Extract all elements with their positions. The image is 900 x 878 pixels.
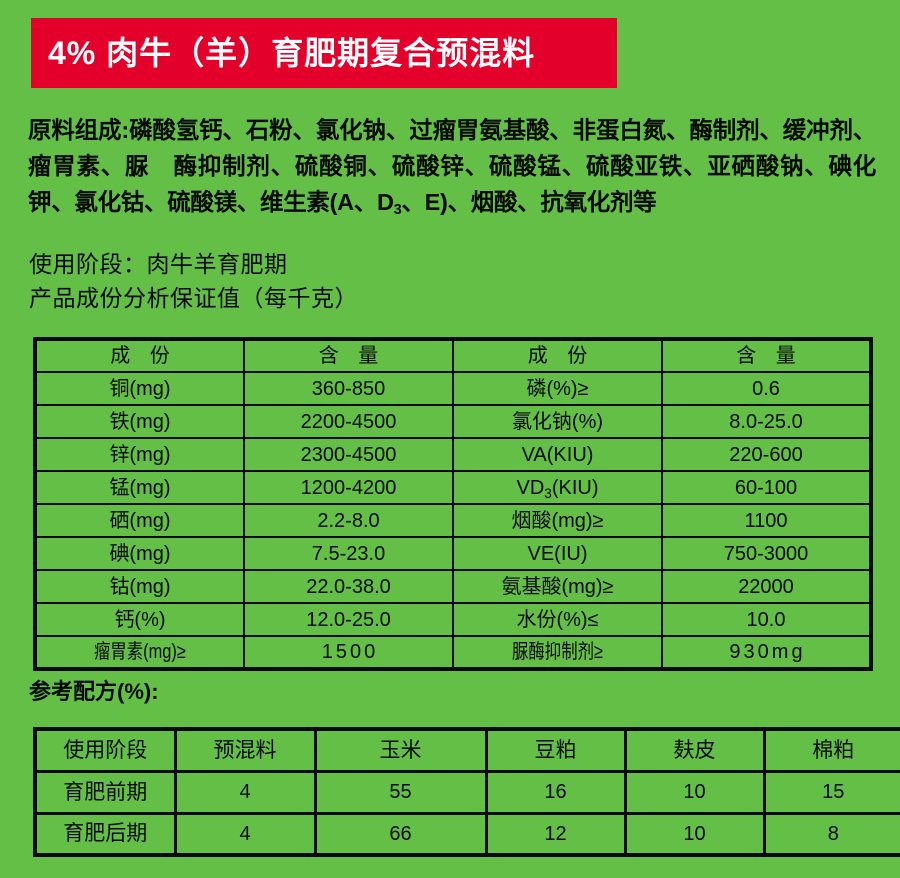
formula-cell-soybean: 16 <box>484 769 627 815</box>
page-title: 4% 肉牛（羊）育肥期复合预混料 <box>48 35 536 71</box>
cell-name-right: 磷(%)≥ <box>452 371 663 406</box>
cell-name-left: 瘤胃素(mg)≥ <box>52 635 227 670</box>
cell-name-right: 烟酸(mg)≥ <box>452 503 663 538</box>
header-component-left: 成 份 <box>34 338 245 373</box>
cell-value-left: 1200-4200 <box>243 470 454 505</box>
table-row: 碘(mg) 7.5-23.0 VE(IU) 750-3000 <box>34 536 872 571</box>
header-component-right: 成 份 <box>452 338 663 373</box>
formula-header-soybean: 豆粕 <box>484 727 627 773</box>
formula-header-premix: 预混料 <box>173 727 317 773</box>
stage-info: 使用阶段：肉牛羊育肥期 产品成份分析保证值（每千克） <box>29 247 358 315</box>
cell-value-left: 2200-4500 <box>243 404 454 439</box>
vd3-unit: (KIU) <box>551 476 599 499</box>
formula-header-cottonseed: 棉粕 <box>762 727 900 773</box>
cell-value-left: 12.0-25.0 <box>243 602 454 637</box>
table-row: 钙(%) 12.0-25.0 水份(%)≤ 10.0 <box>34 602 872 637</box>
formula-header-row: 使用阶段 预混料 玉米 豆粕 麸皮 棉粕 <box>33 727 900 773</box>
cell-value-right: 22000 <box>661 569 872 604</box>
cell-name-right: 氨基酸(mg)≥ <box>452 569 663 604</box>
cell-value-left: 360-850 <box>243 371 454 406</box>
table-row: 锰(mg) 1200-4200 VD3(KIU) 60-100 <box>34 470 872 505</box>
nutrient-table-body: 成 份 含 量 成 份 含 量 铜(mg) 360-850 磷(%)≥ 0.6 … <box>34 338 872 670</box>
vd3-prefix: VD <box>516 476 545 499</box>
formula-cell-soybean: 12 <box>484 811 627 857</box>
formula-row: 育肥后期 4 66 12 10 8 <box>33 811 900 857</box>
cell-name-left: 铜(mg) <box>34 371 245 406</box>
cell-value-right: 1100 <box>661 503 872 538</box>
header-content-left: 含 量 <box>243 338 454 373</box>
formula-cell-premix: 4 <box>173 769 317 815</box>
formula-cell-corn: 66 <box>313 811 488 857</box>
vitamin-d3-subscript: 3 <box>393 202 402 218</box>
cell-name-left: 硒(mg) <box>34 503 245 538</box>
ingredients-paragraph: 原料组成:磷酸氢钙、石粉、氯化钠、过瘤胃氨基酸、非蛋白氮、酶制剂、缓冲剂、瘤胃素… <box>28 112 876 224</box>
cell-name-right: 氯化钠(%) <box>452 404 663 439</box>
formula-header-stage: 使用阶段 <box>33 727 177 773</box>
nutrient-analysis-table: 成 份 含 量 成 份 含 量 铜(mg) 360-850 磷(%)≥ 0.6 … <box>33 337 873 671</box>
table-row: 铁(mg) 2200-4500 氯化钠(%) 8.0-25.0 <box>34 404 872 439</box>
table-row: 钴(mg) 22.0-38.0 氨基酸(mg)≥ 22000 <box>34 569 872 604</box>
formula-cell-stage: 育肥后期 <box>33 811 177 857</box>
formula-table-body: 使用阶段 预混料 玉米 豆粕 麸皮 棉粕 育肥前期 4 55 16 10 15 … <box>33 727 900 857</box>
cell-value-left: 1500 <box>243 635 454 670</box>
usage-stage-line: 使用阶段：肉牛羊育肥期 <box>29 251 288 277</box>
ingredients-text-tail: 、E)、烟酸、抗氧化剂等 <box>401 189 657 215</box>
cell-value-right: 8.0-25.0 <box>661 404 872 439</box>
formula-cell-premix: 4 <box>173 811 317 857</box>
cell-value-left: 7.5-23.0 <box>243 536 454 571</box>
table-row: 铜(mg) 360-850 磷(%)≥ 0.6 <box>34 371 872 406</box>
cell-value-right: 0.6 <box>661 371 872 406</box>
cell-name-right: 脲酶抑制剂≥ <box>470 635 645 670</box>
formula-header-corn: 玉米 <box>313 727 488 773</box>
formula-cell-cottonseed: 15 <box>762 769 900 815</box>
cell-value-right: 930mg <box>661 635 872 670</box>
reference-formula-table: 使用阶段 预混料 玉米 豆粕 麸皮 棉粕 育肥前期 4 55 16 10 15 … <box>33 727 900 857</box>
cell-name-right: 水份(%)≤ <box>452 602 663 637</box>
vd3-subscript: 3 <box>544 485 552 501</box>
cell-name-right: VD3(KIU) <box>452 470 663 505</box>
formula-cell-stage: 育肥前期 <box>33 769 177 815</box>
ingredients-text: 磷酸氢钙、石粉、氯化钠、过瘤胃氨基酸、非蛋白氮、酶制剂、缓冲剂、瘤胃素、脲 酶抑… <box>28 117 877 215</box>
formula-cell-bran: 10 <box>623 811 766 857</box>
table-row: 硒(mg) 2.2-8.0 烟酸(mg)≥ 1100 <box>34 503 872 538</box>
cell-value-left: 22.0-38.0 <box>243 569 454 604</box>
cell-value-left: 2300-4500 <box>243 437 454 472</box>
title-banner: 4% 肉牛（羊）育肥期复合预混料 <box>31 18 617 88</box>
cell-name-left: 铁(mg) <box>34 404 245 439</box>
formula-cell-corn: 55 <box>313 769 488 815</box>
cell-value-left: 2.2-8.0 <box>243 503 454 538</box>
analysis-title-line: 产品成份分析保证值（每千克） <box>29 285 358 311</box>
cell-name-left: 碘(mg) <box>34 536 245 571</box>
cell-value-right: 750-3000 <box>661 536 872 571</box>
formula-cell-bran: 10 <box>623 769 766 815</box>
header-content-right: 含 量 <box>661 338 872 373</box>
formula-heading: 参考配方(%): <box>29 679 159 704</box>
cell-name-left: 钙(%) <box>34 602 245 637</box>
cell-name-right: VA(KIU) <box>452 437 663 472</box>
cell-name-left: 锌(mg) <box>34 437 245 472</box>
formula-row: 育肥前期 4 55 16 10 15 <box>33 769 900 815</box>
cell-name-left: 钴(mg) <box>34 569 245 604</box>
formula-header-bran: 麸皮 <box>623 727 766 773</box>
table-row: 锌(mg) 2300-4500 VA(KIU) 220-600 <box>34 437 872 472</box>
cell-name-right: VE(IU) <box>452 536 663 571</box>
table-row: 瘤胃素(mg)≥ 1500 脲酶抑制剂≥ 930mg <box>35 635 872 670</box>
table-header-row: 成 份 含 量 成 份 含 量 <box>34 338 872 373</box>
cell-value-right: 10.0 <box>661 602 872 637</box>
cell-value-right: 60-100 <box>661 470 872 505</box>
cell-value-right: 220-600 <box>661 437 872 472</box>
formula-cell-cottonseed: 8 <box>762 811 900 857</box>
ingredients-label: 原料组成: <box>28 117 129 143</box>
cell-name-left: 锰(mg) <box>34 470 245 505</box>
